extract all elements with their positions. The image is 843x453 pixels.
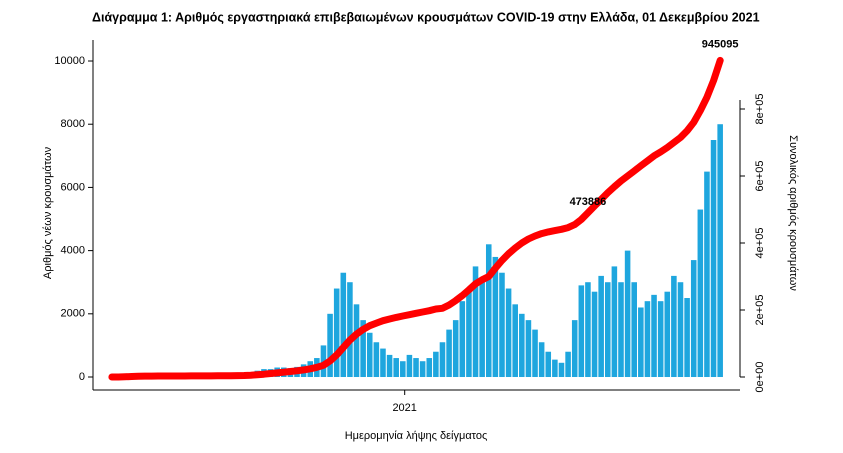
bar xyxy=(598,275,604,378)
bar xyxy=(651,294,657,378)
bar xyxy=(578,285,585,378)
bar xyxy=(512,304,518,378)
bar xyxy=(373,342,380,378)
bar xyxy=(353,304,360,378)
x-tick-label: 2021 xyxy=(392,402,416,414)
bar xyxy=(446,329,452,378)
bar xyxy=(690,260,697,378)
chart-title: Διάγραμμα 1: Αριθμός εργαστηριακά επιβεβ… xyxy=(92,10,760,24)
bar xyxy=(466,288,472,378)
bar xyxy=(333,288,340,378)
bar xyxy=(433,351,439,378)
bar xyxy=(644,301,651,378)
y2-tick-label: 2e+05 xyxy=(754,295,766,326)
bar xyxy=(717,124,723,378)
bar xyxy=(347,282,353,378)
bar xyxy=(611,266,618,378)
y2-axis-label: Συνολικός αριθμός κρουσμάτων xyxy=(787,135,799,291)
bar xyxy=(426,358,433,378)
bar xyxy=(558,362,565,378)
annotation: 945095 xyxy=(702,38,739,50)
bar xyxy=(545,351,552,378)
bar xyxy=(532,329,538,378)
bar xyxy=(452,320,459,378)
bar xyxy=(525,320,532,378)
bar xyxy=(657,301,664,378)
y-tick-label: 8000 xyxy=(61,118,85,130)
y-tick-label: 4000 xyxy=(61,245,85,257)
bar xyxy=(684,298,690,378)
bar xyxy=(400,361,406,378)
cumulative-line xyxy=(108,56,724,381)
bar xyxy=(704,171,710,378)
bar xyxy=(710,140,717,378)
bar xyxy=(585,282,591,378)
bar xyxy=(393,358,399,378)
bar xyxy=(624,250,631,378)
bar xyxy=(492,256,499,378)
bar xyxy=(677,282,684,378)
bar xyxy=(366,332,373,378)
bar xyxy=(552,359,558,378)
y2-tick-label: 6e+05 xyxy=(754,161,766,192)
bar xyxy=(565,351,571,378)
bar xyxy=(419,361,426,378)
bar xyxy=(671,275,677,378)
bar xyxy=(360,320,366,378)
bar xyxy=(604,282,611,378)
bar xyxy=(380,348,386,378)
bar xyxy=(413,358,419,378)
bar xyxy=(406,354,413,378)
annotation: 473886 xyxy=(570,196,607,208)
y-axis-label: Αριθμός νέων κρουσμάτων xyxy=(42,146,54,279)
bar xyxy=(697,209,704,378)
y2-tick-label: 0e+00 xyxy=(754,362,766,393)
bar xyxy=(386,354,393,378)
bar xyxy=(327,313,333,378)
bar xyxy=(618,282,624,378)
bar xyxy=(591,291,598,378)
y-tick-label: 0 xyxy=(79,371,85,383)
bar xyxy=(505,288,512,378)
y-tick-label: 6000 xyxy=(61,181,85,193)
bar xyxy=(439,342,446,378)
bar xyxy=(664,291,671,378)
bar xyxy=(638,307,644,378)
bar xyxy=(459,301,466,378)
bar xyxy=(519,313,525,378)
bar xyxy=(499,272,505,378)
y-tick-label: 2000 xyxy=(61,308,85,320)
bar xyxy=(340,272,347,378)
bar xyxy=(631,282,637,378)
bar xyxy=(479,282,485,378)
y2-tick-label: 4e+05 xyxy=(754,228,766,259)
y2-tick-label: 8e+05 xyxy=(754,94,766,125)
x-axis-label: Ημερομηνία λήψης δείγματος xyxy=(345,430,488,442)
bar xyxy=(571,320,578,378)
bar xyxy=(485,244,492,378)
bar xyxy=(472,266,479,378)
bar xyxy=(538,342,545,378)
y-tick-label: 10000 xyxy=(54,55,85,67)
